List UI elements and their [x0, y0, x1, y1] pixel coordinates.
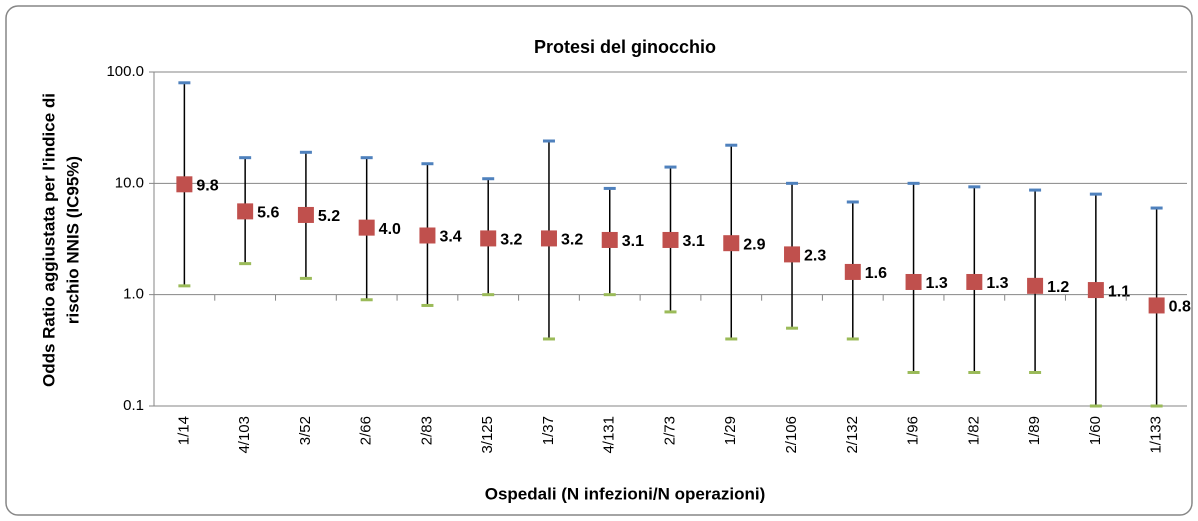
x-tick-label: 1/96 [905, 416, 922, 445]
x-tick-label: 2/66 [358, 416, 375, 445]
marker [1148, 297, 1165, 314]
x-tick-label: 2/73 [661, 416, 678, 445]
data-label: 1.2 [1047, 279, 1069, 296]
y-axis-title: rischio NNIS (IC95%) [63, 156, 82, 324]
x-tick-label: 1/133 [1148, 416, 1165, 454]
marker [966, 273, 983, 290]
x-axis-title: Ospedali (N infezioni/N operazioni) [485, 484, 766, 503]
data-label: 1.3 [926, 275, 948, 292]
marker [723, 235, 740, 252]
marker [297, 206, 314, 223]
data-label: 3.1 [683, 233, 705, 250]
data-label: 1.3 [986, 275, 1008, 292]
y-tick-label: 0.1 [123, 397, 144, 414]
x-tick-label: 4/103 [236, 416, 253, 454]
x-tick-label: 1/14 [175, 416, 192, 445]
marker [358, 219, 375, 236]
marker [480, 230, 497, 247]
marker [905, 273, 922, 290]
data-label: 4.0 [379, 221, 401, 238]
marker [601, 231, 618, 248]
data-label: 3.4 [439, 229, 461, 246]
x-tick-label: 2/83 [418, 416, 435, 445]
x-tick-label: 3/52 [297, 416, 314, 445]
data-label: 5.6 [257, 205, 279, 222]
x-tick-label: 4/131 [601, 416, 618, 454]
y-tick-label: 10.0 [115, 174, 144, 191]
data-label: 2.3 [804, 248, 826, 265]
y-tick-label: 100.0 [106, 63, 144, 80]
marker [1087, 282, 1104, 299]
data-label: 9.8 [196, 178, 218, 195]
x-tick-label: 1/89 [1026, 416, 1043, 445]
x-tick-label: 2/132 [844, 416, 861, 454]
y-axis-title: Odds Ratio aggiustata per l'indice di [39, 93, 58, 387]
x-tick-label: 2/106 [783, 416, 800, 454]
marker [662, 231, 679, 248]
x-tick-label: 1/29 [722, 416, 739, 445]
marker [419, 227, 436, 244]
marker [844, 263, 861, 280]
y-tick-label: 1.0 [123, 286, 144, 303]
chart-frame [5, 5, 1193, 516]
marker [176, 176, 193, 193]
data-label: 3.2 [561, 232, 583, 249]
x-tick-label: 3/125 [479, 416, 496, 454]
x-tick-label: 1/37 [540, 416, 557, 445]
marker [784, 246, 801, 263]
data-label: 2.9 [743, 236, 765, 253]
data-label: 0.8 [1169, 299, 1191, 316]
data-label: 3.1 [622, 233, 644, 250]
data-label: 1.6 [865, 265, 887, 282]
chart-title: Protesi del ginocchio [534, 37, 716, 57]
x-tick-label: 1/82 [965, 416, 982, 445]
marker [540, 230, 557, 247]
x-tick-label: 1/60 [1087, 416, 1104, 445]
marker [1027, 277, 1044, 294]
data-label: 3.2 [500, 232, 522, 249]
marker [237, 203, 254, 220]
data-label: 5.2 [318, 208, 340, 225]
data-label: 1.1 [1108, 283, 1130, 300]
